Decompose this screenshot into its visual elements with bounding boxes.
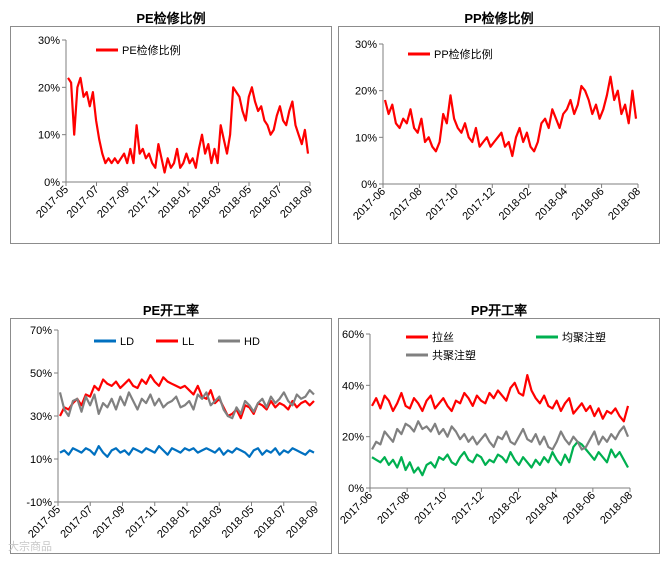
series-line-2 (59, 373, 315, 420)
pe-operating-rate-chart: PE开工率 -10% 10% 30% 50% 70% 2017-05 2017-07 2017-… (10, 296, 332, 554)
x-tick-label: 2017-07 (58, 504, 95, 541)
x-tick-label: 2018-06 (561, 490, 598, 527)
x-tick-label: 2018-08 (606, 186, 643, 223)
x-tick-label: 2017-08 (388, 186, 425, 223)
y-tick-label: 60% (342, 329, 364, 341)
series-line-1 (383, 75, 638, 158)
x-tick-label: 2018-04 (533, 186, 570, 223)
x-tick-label: 2017-10 (424, 186, 461, 223)
legend-label: LD (120, 336, 134, 348)
pp-maintenance-chart: PP检修比例 0% 10% 20% 30% 2017-06 2017-08 2017-10 20… (338, 4, 660, 244)
series-line-3 (371, 420, 630, 451)
y-tick-label: 30% (355, 39, 377, 51)
x-tick-label: 2017-10 (412, 490, 449, 527)
y-tick-label: 30% (30, 411, 52, 423)
chart-svg: 0%10%20%30%2017-06 2017-08 2017-10 2017-12 2… (351, 39, 643, 223)
y-tick-label: 70% (30, 325, 52, 337)
chart-svg: 0%20%40%60%2017-06 2017-08 2017-10 2017-12 2… (338, 329, 635, 527)
watermark: 大宗商品 (8, 541, 52, 553)
y-tick-label: 20% (38, 82, 60, 94)
legend-label: HD (244, 336, 260, 348)
x-tick-label: 2018-01 (156, 184, 193, 221)
x-tick-label: 2018-04 (524, 490, 561, 527)
x-tick-label: 2018-02 (497, 186, 534, 223)
x-tick-label: 2017-12 (450, 490, 487, 527)
x-tick-label: 2017-09 (95, 184, 132, 221)
y-tick-label: 0% (348, 483, 364, 495)
x-tick-label: 2018-05 (220, 504, 257, 541)
x-tick-label: 2017-05 (34, 184, 71, 221)
x-tick-label: 2017-06 (351, 186, 388, 223)
x-tick-label: 2017-12 (460, 186, 497, 223)
x-tick-label: 2018-07 (252, 504, 289, 541)
legend-label: PP检修比例 (434, 47, 493, 61)
x-tick-label: 2018-02 (487, 490, 524, 527)
y-tick-label: -10% (26, 497, 52, 509)
x-tick-label: 2018-09 (284, 504, 321, 541)
chart-title: PP检修比例 (464, 11, 534, 26)
legend-label: 均聚注塑 (562, 330, 606, 344)
y-tick-label: 50% (30, 368, 52, 380)
series-line-1 (371, 373, 630, 423)
x-tick-label: 2018-08 (598, 490, 635, 527)
x-tick-label: 2017-09 (91, 504, 128, 541)
x-tick-label: 2017-07 (65, 184, 102, 221)
y-tick-label: 0% (44, 177, 60, 189)
chart-svg: 0%10%20%30%2017-052017-072017-092017-112… (34, 35, 315, 221)
x-tick-label: 2017-05 (26, 504, 63, 541)
chart-svg: -10%10%30%50%70%2017-052017-072017-09201… (26, 325, 321, 541)
y-tick-label: 20% (342, 432, 364, 444)
legend-label: LL (182, 336, 194, 348)
y-tick-label: 20% (355, 86, 377, 98)
x-tick-label: 2018-07 (248, 184, 285, 221)
series-line-3 (58, 389, 315, 420)
chart-frame (338, 318, 660, 554)
x-tick-label: 2018-06 (570, 186, 607, 223)
x-tick-label: 2018-03 (187, 504, 224, 541)
chart-frame (10, 318, 332, 554)
legend-label: 拉丝 (432, 330, 454, 344)
chart-title: PP开工率 (470, 303, 528, 318)
x-tick-label: 2017-11 (123, 504, 159, 540)
pp-operating-rate-chart: PP开工率 0% 20% 40% 60% 2017-06 2017-08 2017-10 201… (338, 296, 660, 554)
x-tick-label: 2018-09 (278, 184, 315, 221)
legend-label: 共聚注塑 (432, 348, 476, 362)
y-tick-label: 10% (355, 132, 377, 144)
series-line-1 (59, 445, 315, 458)
x-tick-label: 2017-06 (338, 490, 375, 527)
chart-title: PE开工率 (142, 303, 200, 318)
y-tick-label: 10% (30, 454, 52, 466)
y-tick-label: 0% (361, 179, 377, 191)
x-tick-label: 2018-05 (217, 184, 254, 221)
x-tick-label: 2018-03 (187, 184, 224, 221)
legend-label: PE检修比例 (122, 43, 181, 57)
x-tick-label: 2017-08 (375, 490, 412, 527)
pe-maintenance-chart: PE检修比例 0% 10% 20% 30% 2017-05 2017-07 2017-09 20… (10, 4, 332, 244)
y-tick-label: 30% (38, 35, 60, 47)
series-line-2 (371, 440, 629, 477)
series-line-1 (67, 76, 310, 174)
y-tick-label: 10% (38, 130, 60, 142)
x-tick-label: 2018-01 (155, 504, 192, 541)
chart-title: PE检修比例 (136, 11, 206, 26)
y-tick-label: 40% (342, 380, 364, 392)
